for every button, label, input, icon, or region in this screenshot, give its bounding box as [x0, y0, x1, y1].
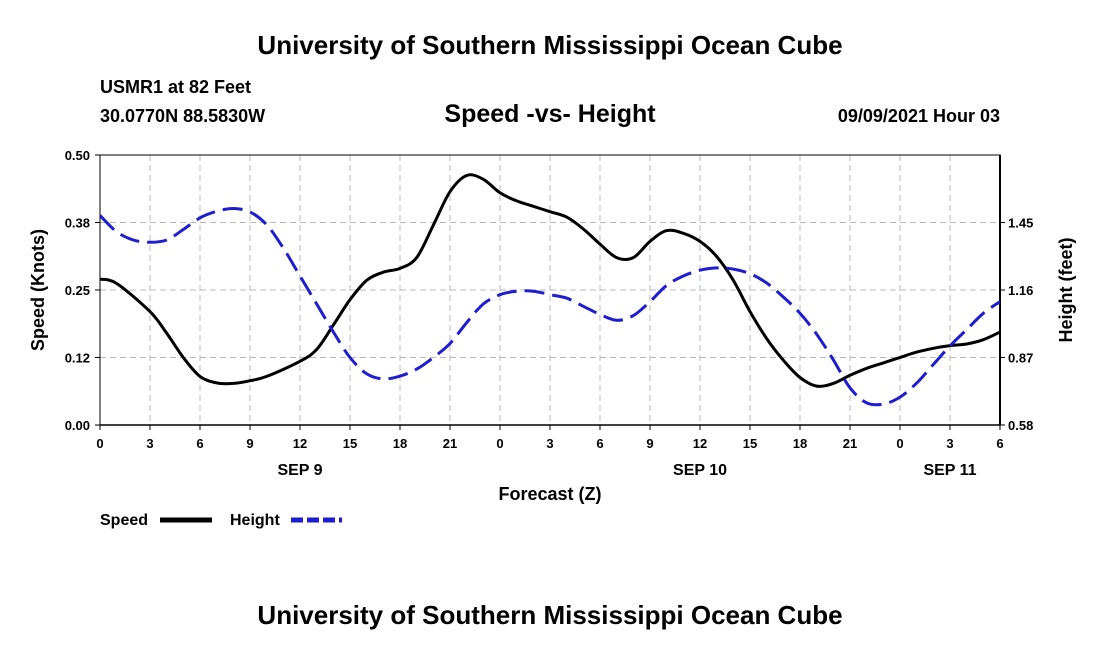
y-axis-right-title: Height (feet): [1056, 238, 1076, 343]
y-left-tick-label: 0.25: [65, 283, 90, 298]
x-tick-label: 3: [946, 436, 953, 451]
x-tick-label: 18: [793, 436, 807, 451]
y-left-tick-label: 0.38: [65, 216, 90, 231]
y-right-tick-label: 0.87: [1008, 351, 1033, 366]
x-axis-title: Forecast (Z): [498, 484, 601, 504]
chart-title: Speed -vs- Height: [444, 100, 656, 128]
x-tick-label: 6: [996, 436, 1003, 451]
x-tick-label: 15: [743, 436, 757, 451]
series-line-speed: [99, 173, 1001, 388]
y-left-tick-label: 0.00: [65, 418, 90, 433]
x-tick-label: 12: [693, 436, 707, 451]
y-left-tick-label: 0.50: [65, 148, 90, 163]
x-tick-label: 0: [96, 436, 103, 451]
x-tick-label: 12: [293, 436, 307, 451]
x-tick-label: 6: [596, 436, 603, 451]
x-tick-label: 0: [896, 436, 903, 451]
legend-label-height: Height: [230, 512, 280, 529]
day-label: SEP 9: [277, 462, 322, 479]
x-tick-label: 9: [246, 436, 253, 451]
x-tick-label: 3: [146, 436, 153, 451]
footer-title: University of Southern Mississippi Ocean…: [257, 600, 843, 630]
y-right-tick-label: 1.16: [1008, 283, 1033, 298]
y-right-tick-label: 1.45: [1008, 216, 1033, 231]
page-title: University of Southern Mississippi Ocean…: [257, 30, 843, 60]
x-tick-label: 6: [196, 436, 203, 451]
day-label: SEP 11: [923, 462, 976, 479]
x-tick-label: 9: [646, 436, 653, 451]
station-label: USMR1 at 82 Feet: [100, 77, 252, 97]
x-tick-label: 15: [343, 436, 357, 451]
y-axis-left-title: Speed (Knots): [28, 229, 48, 351]
chart-legend: Speed Height: [100, 512, 342, 529]
y-right-tick-label: 0.58: [1008, 418, 1033, 433]
axis-ticks: 0 3 6 9 12 15 18 21 0 3 6 9 12 15 18 21 0 3 6 SEP 9 SEP 10 SE…: [65, 148, 1034, 479]
x-tick-label: 3: [546, 436, 553, 451]
x-tick-label: 21: [443, 436, 457, 451]
day-label: SEP 10: [673, 462, 727, 479]
legend-label-speed: Speed: [100, 512, 148, 529]
series-lines: [98, 173, 1001, 407]
forecast-datetime: 09/09/2021 Hour 03: [837, 106, 1000, 126]
x-tick-label: 18: [393, 436, 407, 451]
station-location: 30.0770N 88.5830W: [100, 106, 266, 126]
x-tick-label: 0: [496, 436, 503, 451]
x-tick-label: 21: [843, 436, 857, 451]
y-left-tick-label: 0.12: [65, 351, 90, 366]
series-line-height: [98, 206, 1001, 407]
